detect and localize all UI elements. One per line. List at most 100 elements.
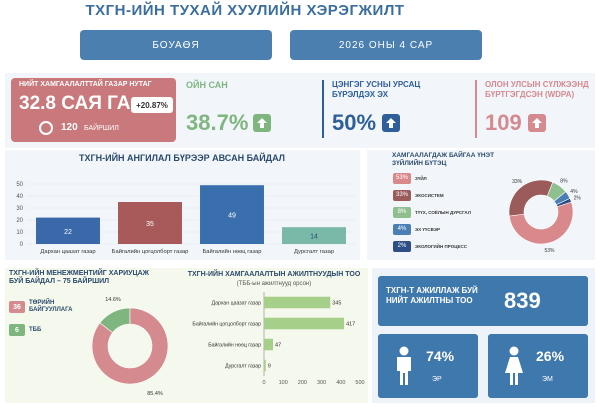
male-pct: 74% bbox=[426, 348, 455, 364]
bar bbox=[264, 317, 345, 330]
staff-panel: ТХГН-Т АЖИЛЛАЖ БУЙ НИЙТ АЖИЛТНЫ ТОО 839 … bbox=[372, 268, 595, 403]
x-tick-label: 100 bbox=[279, 380, 288, 386]
legend-swatch: 53% bbox=[393, 172, 411, 184]
category-chart-panel: ТХГН-ИЙН АНГИЛАЛ БҮРЭЭР АВСАН БАЙДАЛ 0 10… bbox=[5, 150, 360, 260]
chart-title: ТХГН-ИЙН АНГИЛАЛ БҮРЭЭР АВСАН БАЙДАЛ bbox=[79, 152, 285, 163]
chart-subtitle: (ТББ-ын ажилтнууд орсон) bbox=[237, 281, 311, 287]
data-label: 47 bbox=[275, 343, 281, 349]
bar bbox=[200, 185, 264, 244]
staff-bar-chart: ТХГН-ИЙН ХАМГААЛАЛТЫН АЖИЛТНУУДЫН ТОО (Т… bbox=[188, 269, 365, 386]
staff-total-value: 839 bbox=[504, 288, 541, 313]
bar bbox=[264, 359, 266, 372]
water-card: ЦЭНГЭГ УСНЫ УРСАЦ БҮРЭЛДЭХ ЭХ 50% bbox=[332, 80, 462, 142]
values-donut-chart: 4%2% 53% 33% 8% bbox=[508, 178, 582, 254]
x-tick-label: 400 bbox=[336, 380, 345, 386]
bar bbox=[282, 227, 346, 244]
y-tick-label: 0 bbox=[20, 242, 24, 248]
y-tick-label: 20 bbox=[16, 218, 23, 224]
legend-label: ТББ bbox=[29, 326, 42, 333]
legend-item: 53% ЗҮЙЛ bbox=[393, 172, 493, 184]
chart-title: ТХГН-ИЙН МЕНЕЖМЕНТИЙГ ХАРИУЦАЖ БУЙ БАЙДА… bbox=[9, 270, 149, 285]
wdpa-value: 109 bbox=[485, 110, 522, 135]
y-tick-label: Дархан цаазат газар bbox=[212, 301, 261, 307]
x-tick-label: Дурсгалт газар bbox=[294, 249, 334, 255]
legend-item: 36 ТӨРИЙН БАЙГУУЛЛАГА bbox=[9, 300, 89, 314]
legend-swatch: 2% bbox=[393, 240, 411, 252]
values-chart-panel: ХАМГААЛАГДАЖ БАЙГАА ҮНЭТ ЗҮЙЛИЙН БҮТЭЦ 5… bbox=[367, 150, 595, 260]
category-bar-chart: ТХГН-ИЙН АНГИЛАЛ БҮРЭЭР АВСАН БАЙДАЛ 0 10… bbox=[16, 152, 355, 255]
female-icon bbox=[505, 346, 523, 385]
legend-label: ЗҮЙЛ bbox=[415, 175, 427, 181]
data-label: 22 bbox=[64, 229, 72, 236]
page-title: ТХГН-ИЙН ТУХАЙ ХУУЛИЙН ХЭРЭГЖИЛТ bbox=[85, 2, 405, 19]
chart-title: ТХГН-ИЙН ХАМГААЛАЛТЫН АЖИЛТНУУДЫН ТОО bbox=[188, 269, 361, 278]
pie-slice bbox=[91, 307, 169, 385]
data-label: 9 bbox=[268, 364, 271, 370]
data-label: 85.4% bbox=[147, 391, 163, 397]
water-label: ЦЭНГЭГ УСНЫ УРСАЦ БҮРЭЛДЭХ ЭХ bbox=[332, 80, 421, 99]
bar bbox=[264, 338, 274, 351]
legend-item: 8% ТҮҮХ, СОЁЛЫН ДУРСГАЛ bbox=[393, 206, 493, 218]
legend-item: 33% ЭКОСИСТЕМ bbox=[393, 189, 493, 201]
female-label: ЭМ bbox=[542, 376, 553, 383]
date-selector[interactable]: 2026 ОНЫ 4 САР bbox=[290, 30, 482, 60]
x-tick-label: Байгалийн цогцолборт газар bbox=[112, 248, 189, 255]
data-label: 14.6% bbox=[105, 297, 121, 303]
data-label: 14 bbox=[310, 234, 318, 241]
wdpa-card: ОЛОН УЛСЫН СҮЛЖЭЭНД БҮРТГЭГДСЭН (WDPA) 1… bbox=[485, 80, 593, 142]
legend-item: 2% ЭКОЛОГИЙН ПРОЦЕСС bbox=[393, 240, 493, 252]
divider bbox=[475, 80, 477, 138]
x-tick-label: 500 bbox=[355, 380, 364, 386]
legend-swatch: 36 bbox=[9, 301, 25, 313]
data-label: 33% bbox=[512, 179, 523, 185]
female-pct: 26% bbox=[536, 348, 565, 364]
divider bbox=[322, 80, 324, 138]
data-label: 345 bbox=[332, 301, 341, 307]
area-value: 32.8 САЯ ГА bbox=[19, 93, 131, 114]
area-count-label: БАЙРШИЛ bbox=[84, 125, 119, 132]
forest-label: ОЙН САН bbox=[186, 80, 228, 90]
legend-swatch: 33% bbox=[393, 189, 411, 201]
x-tick-label: Байгалийн нөөц газар bbox=[203, 248, 262, 255]
legend-label: ЭХ ҮҮСВЭР bbox=[415, 226, 441, 232]
water-value: 50% bbox=[332, 110, 377, 135]
legend-item: 6 ТББ bbox=[9, 324, 89, 336]
data-label: 2% bbox=[574, 196, 582, 202]
data-label: 8% bbox=[560, 178, 568, 184]
pie-slice bbox=[508, 201, 574, 245]
forest-card: ОЙН САН 38.7% bbox=[186, 80, 304, 142]
legend-item: 4% ЭХ ҮҮСВЭР bbox=[393, 223, 493, 235]
chart-title: ХАМГААЛАГДАЖ БАЙГАА ҮНЭТ ЗҮЙЛИЙН БҮТЭЦ bbox=[392, 152, 495, 167]
management-donut-chart: 14.6% 85.4% bbox=[91, 297, 169, 397]
arrow-up-icon bbox=[382, 114, 401, 132]
y-tick-label: Байгалийн нөөц газар bbox=[208, 342, 261, 349]
area-change-badge: +20.87% bbox=[131, 97, 173, 113]
arrow-up-icon bbox=[527, 114, 546, 132]
legend-swatch: 4% bbox=[393, 223, 411, 235]
region-selector[interactable]: БОУАӨЯ bbox=[80, 30, 272, 60]
male-icon bbox=[397, 346, 411, 385]
area-count: 120 bbox=[61, 122, 78, 133]
management-chart-panel: ТХГН-ИЙН МЕНЕЖМЕНТИЙГ ХАРИУЦАЖ БУЙ БАЙДА… bbox=[5, 268, 180, 403]
y-tick-label: 30 bbox=[16, 206, 23, 212]
legend-label: ТҮҮХ, СОЁЛЫН ДУРСГАЛ bbox=[415, 209, 471, 215]
legend-label: ЭКОЛОГИЙН ПРОЦЕСС bbox=[415, 243, 467, 249]
area-card: НИЙТ ХАМГААЛАЛТТАЙ ГАЗАР НУТАГ 32.8 САЯ … bbox=[11, 78, 176, 142]
data-label: 35 bbox=[146, 221, 154, 228]
y-tick-label: 10 bbox=[16, 230, 23, 236]
data-label: 4% bbox=[570, 189, 578, 195]
legend-label: ТӨРИЙН БАЙГУУЛЛАГА bbox=[29, 300, 73, 313]
staff-total-card: ТХГН-Т АЖИЛЛАЖ БУЙ НИЙТ АЖИЛТНЫ ТОО 839 bbox=[378, 276, 588, 326]
pie-slice bbox=[546, 181, 567, 202]
x-tick-label: 0 bbox=[262, 380, 265, 386]
x-tick-label: 200 bbox=[298, 380, 307, 386]
legend-label: ЭКОСИСТЕМ bbox=[415, 192, 444, 198]
data-label: 53% bbox=[544, 248, 555, 254]
male-card: 74% ЭР bbox=[378, 334, 478, 398]
staff-total-label: ТХГН-Т АЖИЛЛАЖ БУЙ НИЙТ АЖИЛТНЫ ТОО bbox=[386, 286, 478, 305]
wdpa-label: ОЛОН УЛСЫН СҮЛЖЭЭНД БҮРТГЭГДСЭН (WDPA) bbox=[485, 80, 589, 99]
forest-value: 38.7% bbox=[186, 110, 249, 135]
data-label: 49 bbox=[228, 213, 236, 220]
location-icon bbox=[39, 121, 53, 135]
